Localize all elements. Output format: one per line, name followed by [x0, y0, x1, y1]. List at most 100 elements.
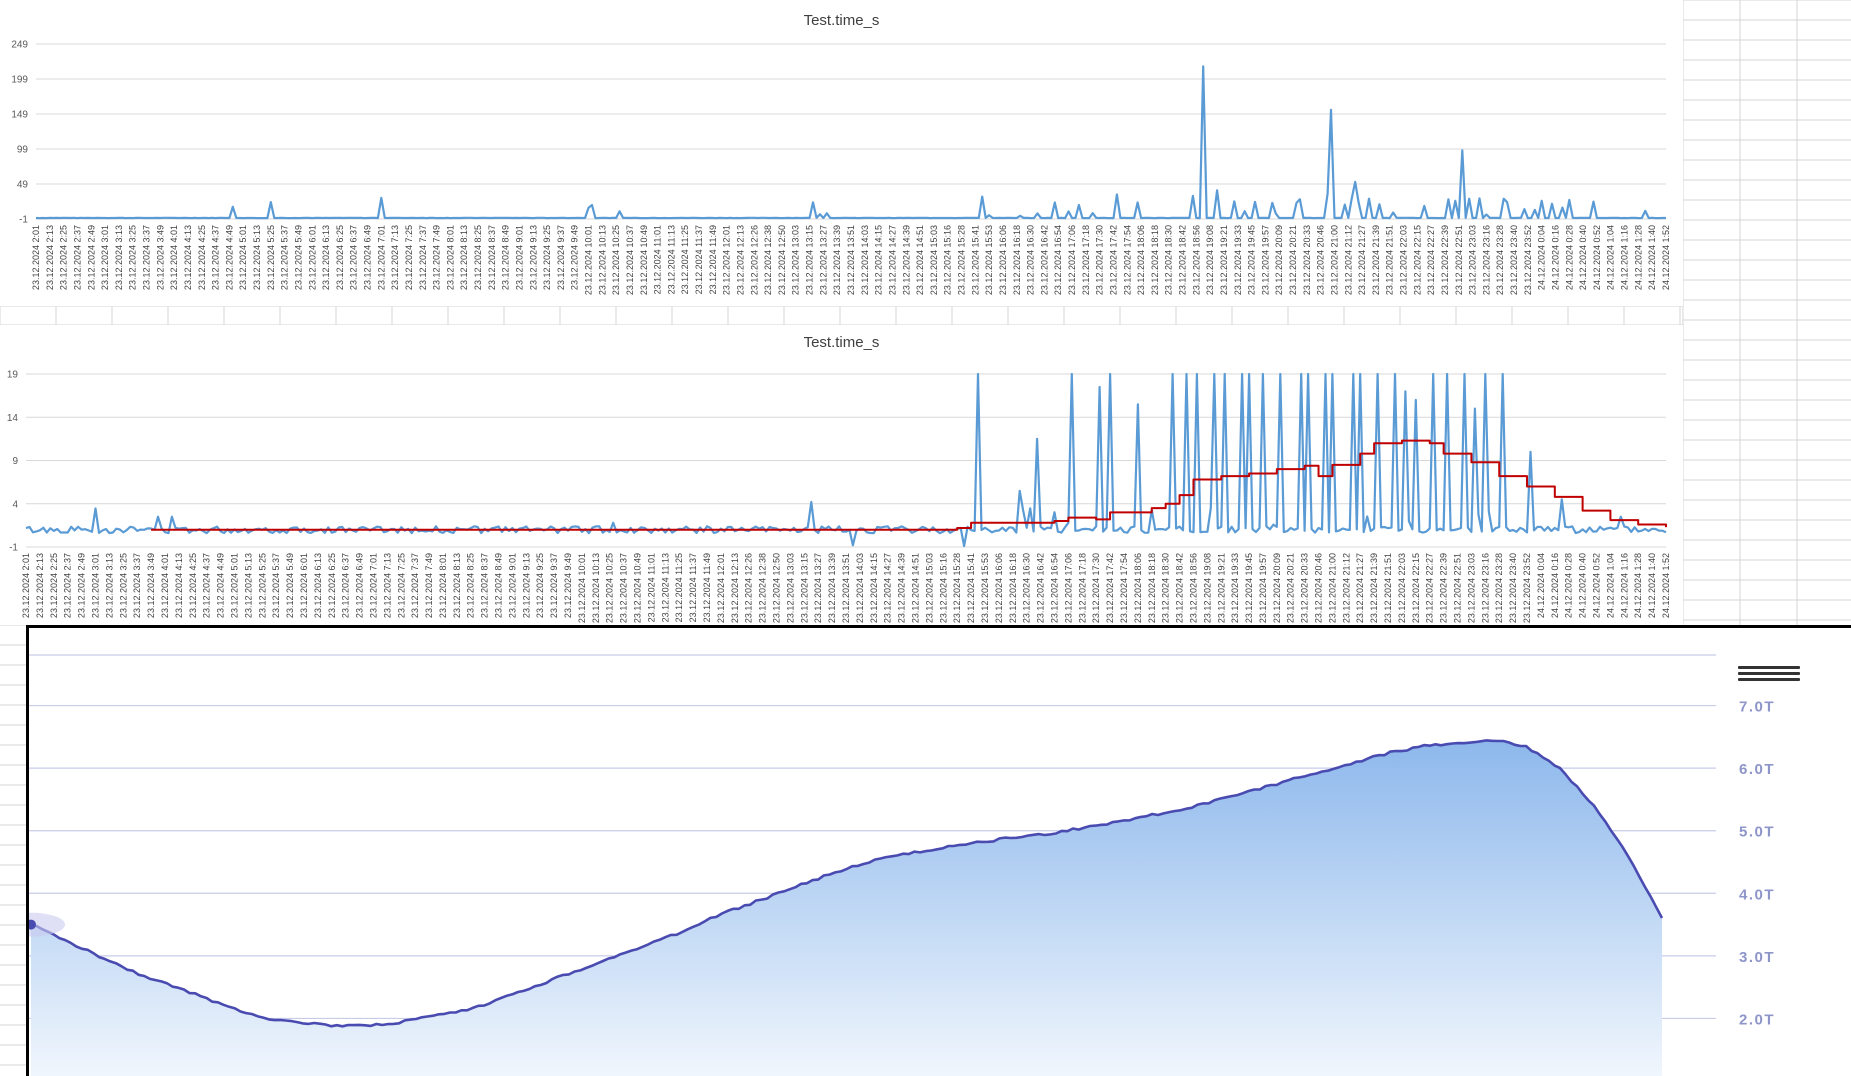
x-tick-label: 23.12.2024 13:03 — [785, 553, 795, 623]
y-tick-label: 19 — [7, 370, 19, 381]
x-tick-label: 23.12.2024 8:49 — [501, 225, 511, 290]
x-tick-label: 23.12.2024 12:50 — [777, 225, 787, 295]
x-tick-label: 23.12.2024 19:57 — [1258, 553, 1268, 623]
x-tick-label: 23.12.2024 19:33 — [1230, 553, 1240, 623]
x-tick-label: 23.12.2024 15:28 — [952, 553, 962, 623]
x-tick-label: 23.12.2024 16:54 — [1049, 553, 1059, 623]
x-tick-label: 24.12.2024 1:40 — [1647, 225, 1657, 290]
x-tick-label: 23.12.2024 9:49 — [563, 553, 573, 618]
x-tick-label: 23.12.2024 16:06 — [998, 225, 1008, 295]
x-tick-label: 23.12.2024 7:49 — [432, 225, 442, 290]
x-tick-label: 23.12.2024 10:25 — [605, 553, 615, 623]
x-tick-label: 23.12.2024 17:54 — [1119, 553, 1129, 623]
x-tick-label: 23.12.2024 18:06 — [1136, 225, 1146, 295]
x-tick-label: 23.12.2024 16:30 — [1022, 553, 1032, 623]
x-tick-label: 23.12.2024 20:21 — [1286, 553, 1296, 623]
x-tick-label: 23.12.2024 6:37 — [341, 553, 351, 618]
x-tick-label: 23.12.2024 23:40 — [1509, 225, 1519, 295]
x-tick-label: 24.12.2024 0:52 — [1592, 225, 1602, 290]
x-tick-label: 23.12.2024 10:01 — [577, 553, 587, 623]
x-tick-label: 23.12.2024 3:37 — [142, 225, 152, 290]
x-tick-label: 23.12.2024 12:26 — [744, 553, 754, 623]
area-chart-panel[interactable]: 2.0T3.0T4.0T5.0T6.0T7.0TDec06:0012:0018:… — [26, 625, 1851, 1076]
x-tick-label: 23.12.2024 6:01 — [299, 553, 309, 618]
x-tick-label: 23.12.2024 3:13 — [104, 553, 114, 618]
x-tick-label: 23.12.2024 8:13 — [459, 225, 469, 290]
moving-average-line — [151, 439, 1667, 531]
x-tick-label: 23.12.2024 19:45 — [1247, 225, 1257, 295]
x-tick-label: 24.12.2024 0:52 — [1592, 553, 1602, 618]
x-tick-label: 23.12.2024 12:26 — [749, 225, 759, 295]
x-tick-label: 23.12.2024 21:12 — [1341, 553, 1351, 623]
x-tick-label: 23.12.2024 10:01 — [584, 225, 594, 295]
x-tick-label: 23.12.2024 17:42 — [1108, 225, 1118, 295]
x-tick-label: 23.12.2024 6:13 — [321, 225, 331, 290]
area-chart-plot: 2.0T3.0T4.0T5.0T6.0T7.0TDec06:0012:0018:… — [29, 654, 1775, 1076]
y-tick-label: 5.0T — [1739, 824, 1775, 841]
x-tick-label: 23.12.2024 20:21 — [1288, 225, 1298, 295]
x-tick-label: 23.12.2024 6:25 — [335, 225, 345, 290]
x-tick-label: 23.12.2024 7:01 — [368, 553, 378, 618]
x-tick-label: 24.12.2024 0:04 — [1537, 225, 1547, 290]
x-tick-label: 24.12.2024 1:28 — [1633, 553, 1643, 618]
x-tick-label: 23.12.2024 9:13 — [528, 225, 538, 290]
x-tick-label: 24.12.2024 1:52 — [1661, 225, 1671, 290]
excel-chart-bottom[interactable]: Test.time_s -1 4 9 14 19 23.12.2024 2:01 23.12… — [0, 325, 1683, 625]
y-tick-label: 49 — [17, 180, 29, 191]
x-tick-label: 23.12.2024 21:39 — [1369, 553, 1379, 623]
x-tick-label: 23.12.2024 21:12 — [1343, 225, 1353, 295]
x-tick-label: 23.12.2024 14:03 — [860, 225, 870, 295]
x-tick-label: 23.12.2024 7:13 — [390, 225, 400, 290]
x-tick-label: 24.12.2024 0:28 — [1564, 225, 1574, 290]
series-line — [35, 65, 1666, 220]
x-tick-label: 23.12.2024 13:27 — [818, 225, 828, 295]
x-tick-label: 23.12.2024 15:53 — [980, 553, 990, 623]
x-tick-label: 23.12.2024 17:06 — [1067, 225, 1077, 295]
y-tick-label: -1 — [19, 215, 28, 226]
x-tick-label: 23.12.2024 13:15 — [805, 225, 815, 295]
x-tick-label: 23.12.2024 20:46 — [1314, 553, 1324, 623]
x-tick-label: 23.12.2024 11:13 — [666, 225, 676, 294]
x-tick-label: 23.12.2024 20:09 — [1274, 225, 1284, 295]
x-tick-label: 23.12.2024 9:49 — [570, 225, 580, 290]
x-tick-label: 23.12.2024 3:25 — [118, 553, 128, 618]
x-tick-label: 23.12.2024 11:13 — [660, 553, 670, 622]
x-tick-label: 23.12.2024 10:25 — [611, 225, 621, 295]
x-tick-label: 23.12.2024 7:25 — [396, 553, 406, 618]
x-tick-label: 23.12.2024 18:42 — [1175, 553, 1185, 623]
x-tick-label: 23.12.2024 13:15 — [799, 553, 809, 623]
y-tick-label: 7.0T — [1739, 699, 1775, 716]
x-tick-label: 23.12.2024 14:15 — [869, 553, 879, 623]
x-tick-label: 23.12.2024 3:25 — [128, 225, 138, 290]
x-tick-label: 23.12.2024 16:18 — [1012, 225, 1022, 295]
x-tick-label: 23.12.2024 5:25 — [257, 553, 267, 618]
x-tick-label: 23.12.2024 22:03 — [1399, 225, 1409, 295]
x-tick-label: 23.12.2024 19:57 — [1260, 225, 1270, 295]
x-tick-label: 23.12.2024 2:25 — [59, 225, 69, 290]
x-tick-label: 23.12.2024 8:25 — [473, 225, 483, 290]
x-tick-label: 23.12.2024 20:46 — [1316, 225, 1326, 295]
x-tick-label: 23.12.2024 5:49 — [293, 225, 303, 290]
x-tick-label: 23.12.2024 11:01 — [646, 553, 656, 622]
x-tick-label: 23.12.2024 6:49 — [355, 553, 365, 618]
x-tick-label: 24.12.2024 0:16 — [1550, 553, 1560, 618]
x-tick-label: 23.12.2024 17:42 — [1105, 553, 1115, 623]
x-tick-label: 23.12.2024 2:49 — [77, 553, 87, 618]
x-tick-label: 23.12.2024 4:13 — [183, 225, 193, 290]
x-tick-label: 23.12.2024 13:51 — [841, 553, 851, 623]
x-tick-label: 23.12.2024 21:00 — [1329, 225, 1339, 295]
excel-chart-top[interactable]: Test.time_s -1 49 99 149 199 249 23.12.2024 2:… — [0, 0, 1683, 306]
chart-menu-icon[interactable] — [1738, 666, 1800, 686]
y-tick-label: 6.0T — [1739, 761, 1775, 778]
x-tick-label: 23.12.2024 21:51 — [1385, 225, 1395, 295]
x-tick-label: 23.12.2024 14:51 — [915, 225, 925, 295]
x-tick-label: 23.12.2024 8:49 — [494, 553, 504, 618]
x-tick-label: 23.12.2024 4:25 — [188, 553, 198, 618]
x-tick-label: 23.12.2024 17:54 — [1122, 225, 1132, 295]
x-tick-label: 23.12.2024 11:37 — [688, 553, 698, 622]
y-tick-label: 3.0T — [1739, 949, 1775, 966]
x-tick-label: 23.12.2024 3:37 — [132, 553, 142, 618]
x-tick-label: 23.12.2024 20:33 — [1302, 225, 1312, 295]
x-tick-label: 24.12.2024 1:28 — [1633, 225, 1643, 290]
x-tick-label: 23.12.2024 13:39 — [827, 553, 837, 623]
